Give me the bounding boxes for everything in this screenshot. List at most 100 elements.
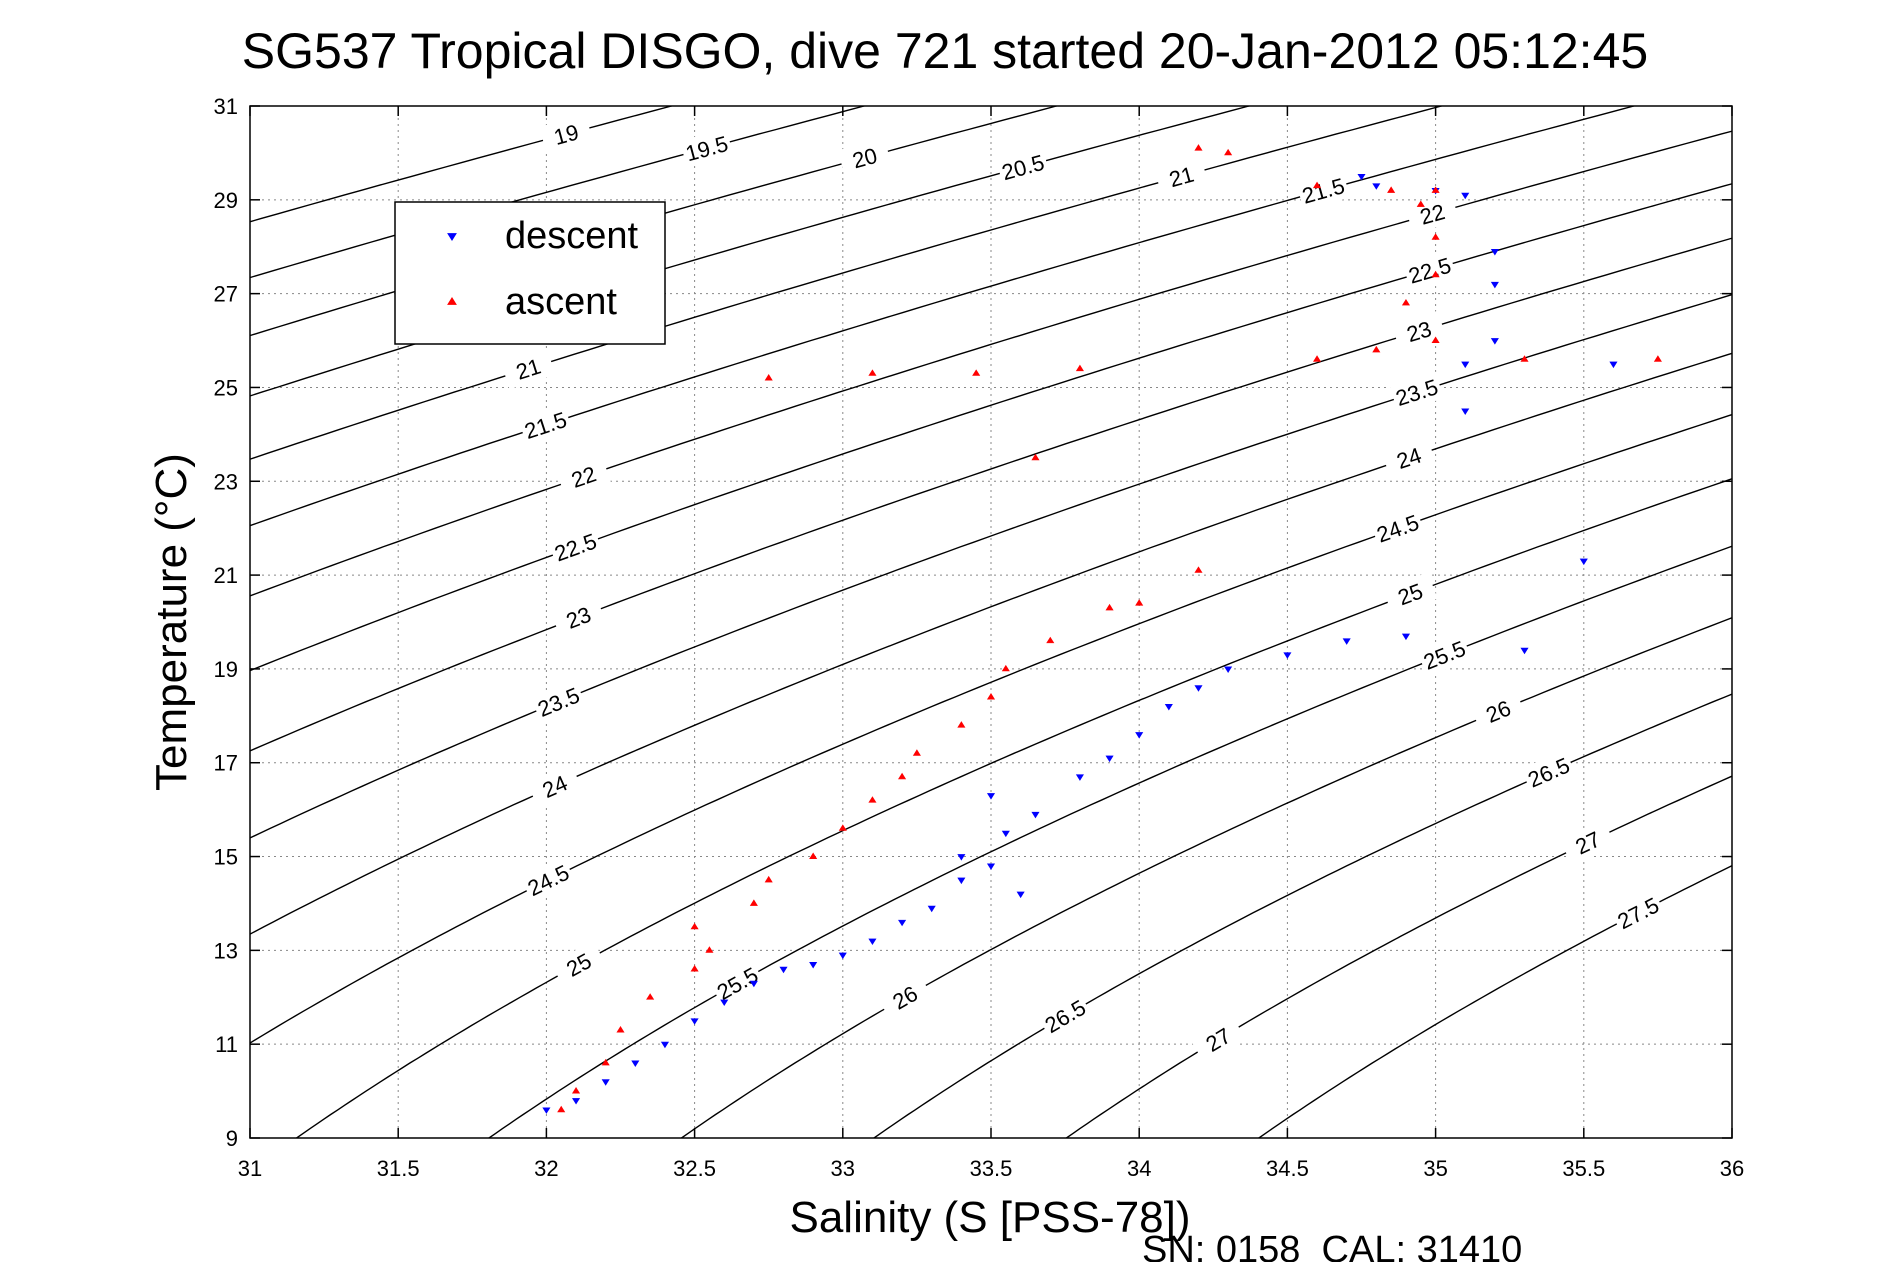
data-point-ascent bbox=[1431, 233, 1440, 240]
x-tick-label: 34.5 bbox=[1266, 1156, 1309, 1181]
y-tick-label: 27 bbox=[214, 282, 238, 307]
density-contour-line bbox=[872, 693, 1732, 1138]
x-tick-label: 35 bbox=[1423, 1156, 1447, 1181]
data-point-ascent bbox=[1387, 186, 1396, 193]
contour-label-bg bbox=[548, 525, 603, 569]
data-point-ascent bbox=[1046, 636, 1055, 644]
contour-label-bg bbox=[1370, 506, 1425, 550]
data-point-descent bbox=[1031, 811, 1040, 819]
x-tick-label: 36 bbox=[1720, 1156, 1744, 1181]
data-point-descent bbox=[927, 905, 936, 913]
data-point-descent bbox=[779, 966, 788, 974]
density-contour-line bbox=[295, 478, 1732, 1138]
contour-label-bg bbox=[1560, 819, 1616, 866]
y-tick-label: 13 bbox=[214, 938, 238, 963]
contour-label-bg bbox=[1296, 170, 1351, 211]
data-point-descent bbox=[690, 1018, 699, 1025]
data-point-descent bbox=[1283, 652, 1292, 659]
data-point-ascent bbox=[1031, 453, 1040, 461]
data-point-descent bbox=[1194, 685, 1203, 692]
data-point-descent bbox=[957, 854, 966, 861]
contour-label-bg bbox=[530, 679, 587, 724]
data-point-ascent bbox=[986, 692, 996, 700]
contour-label-bg bbox=[996, 147, 1050, 187]
data-point-descent bbox=[1490, 281, 1499, 289]
data-point-ascent bbox=[972, 369, 981, 376]
data-point-descent bbox=[986, 793, 996, 800]
data-point-ascent bbox=[1224, 148, 1233, 156]
x-axis-label: Salinity (S [PSS-78]) bbox=[789, 1193, 1190, 1242]
data-point-descent bbox=[660, 1041, 670, 1049]
data-point-descent bbox=[1342, 638, 1351, 645]
data-point-descent bbox=[1579, 558, 1588, 566]
data-point-ascent bbox=[1194, 144, 1203, 151]
y-tick-label: 31 bbox=[214, 94, 238, 119]
data-point-descent bbox=[1075, 774, 1084, 781]
density-contour-line bbox=[250, 106, 867, 279]
y-tick-label: 17 bbox=[214, 751, 238, 776]
series-descent bbox=[542, 173, 1618, 1114]
contour-label-bg bbox=[1402, 249, 1457, 291]
x-tick-label: 32.5 bbox=[673, 1156, 716, 1181]
data-point-descent bbox=[1461, 408, 1470, 415]
contour-label-bg bbox=[1470, 688, 1526, 734]
density-contour-line bbox=[250, 106, 1252, 397]
data-point-ascent bbox=[705, 946, 714, 953]
contour-label-bg bbox=[556, 455, 611, 498]
legend-marker-ascent bbox=[447, 297, 457, 305]
legend: descent ascent bbox=[394, 201, 666, 345]
contour-label-bg bbox=[539, 114, 593, 154]
data-point-descent bbox=[1401, 633, 1411, 641]
data-point-descent bbox=[1461, 361, 1470, 369]
data-point-descent bbox=[898, 919, 907, 927]
data-point-ascent bbox=[1431, 336, 1440, 343]
y-tick-label: 9 bbox=[226, 1126, 238, 1151]
density-contour-line bbox=[1065, 775, 1732, 1138]
data-point-descent bbox=[986, 863, 996, 870]
axis-ticks: 31 31.5 32 32.5 33 33.5 34 34.5 35 35.5 36 9 11 13 15 1… bbox=[214, 94, 1745, 1181]
contour-label-bg bbox=[1190, 1015, 1246, 1064]
legend-label-ascent: ascent bbox=[505, 281, 617, 323]
data-point-descent bbox=[631, 1060, 640, 1068]
contour-label-bg bbox=[1154, 156, 1209, 197]
x-tick-label: 35.5 bbox=[1562, 1156, 1605, 1181]
data-point-descent bbox=[1105, 755, 1114, 763]
data-point-descent bbox=[1001, 830, 1010, 838]
contour-label-bg bbox=[837, 137, 892, 178]
data-point-descent bbox=[809, 962, 818, 969]
data-point-descent bbox=[571, 1098, 581, 1105]
data-point-ascent bbox=[912, 749, 921, 756]
contour-label-bg bbox=[1389, 371, 1444, 413]
contour-label-bg bbox=[1382, 572, 1438, 616]
data-point-ascent bbox=[690, 922, 699, 930]
data-point-ascent bbox=[749, 899, 758, 906]
data-point-ascent bbox=[957, 721, 966, 728]
data-point-ascent bbox=[1372, 345, 1381, 353]
x-tick-label: 33.5 bbox=[970, 1156, 1013, 1181]
y-tick-label: 19 bbox=[214, 657, 238, 682]
data-point-ascent bbox=[1001, 664, 1010, 672]
data-point-descent bbox=[720, 999, 729, 1007]
data-point-descent bbox=[749, 980, 758, 988]
data-point-descent bbox=[542, 1107, 551, 1114]
contour-label-bg bbox=[1610, 889, 1666, 937]
density-contour-line bbox=[250, 130, 1732, 597]
x-tick-label: 32 bbox=[534, 1156, 558, 1181]
data-point-ascent bbox=[1312, 181, 1322, 189]
x-tick-label: 33 bbox=[831, 1156, 855, 1181]
x-tick-label: 31.5 bbox=[377, 1156, 420, 1181]
contour-label-bg bbox=[1416, 632, 1472, 677]
contour-label-bg bbox=[550, 940, 607, 989]
data-point-ascent bbox=[1431, 270, 1440, 278]
density-contour-line bbox=[250, 413, 1732, 1044]
data-point-descent bbox=[1609, 361, 1618, 369]
data-point-descent bbox=[1224, 666, 1233, 673]
contour-label-bg bbox=[520, 856, 576, 904]
density-contour-line bbox=[1257, 864, 1732, 1138]
contour-label-bg bbox=[1521, 749, 1577, 795]
data-point-ascent bbox=[764, 875, 773, 883]
data-point-ascent bbox=[601, 1058, 610, 1066]
data-point-ascent bbox=[1105, 603, 1114, 611]
contour-label-bg bbox=[551, 595, 606, 639]
